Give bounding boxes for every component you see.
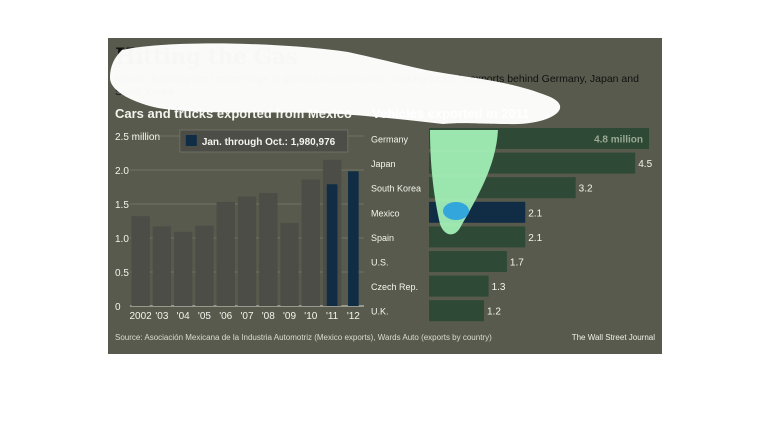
category-label-5: U.S. bbox=[371, 258, 389, 268]
category-label-6: Czech Rep. bbox=[371, 282, 418, 292]
hbar-2 bbox=[429, 177, 576, 199]
x-tick-label-6: '08 bbox=[262, 311, 275, 322]
page-subtitle: Mexico is taking the center-stage in glo… bbox=[115, 73, 639, 98]
bar-year-6 bbox=[259, 193, 278, 306]
x-tick-label-10: '12 bbox=[347, 311, 360, 322]
bar-year-8 bbox=[301, 179, 320, 306]
value-label-4: 2.1 bbox=[528, 233, 542, 244]
bar-year-7 bbox=[280, 223, 299, 306]
y-tick-label-4: 2.0 bbox=[115, 166, 129, 177]
x-tick-label-8: '10 bbox=[304, 311, 317, 322]
hbar-3 bbox=[429, 201, 526, 223]
legend-swatch bbox=[185, 135, 197, 146]
value-label-6: 1.3 bbox=[492, 282, 506, 293]
left-chart-title: Cars and trucks exported from Mexico bbox=[115, 106, 352, 121]
value-label-5: 1.7 bbox=[510, 258, 524, 269]
x-tick-label-7: '09 bbox=[283, 311, 296, 322]
partial-bar-year-10 bbox=[348, 171, 359, 306]
y-tick-label-2: 1.0 bbox=[115, 234, 129, 245]
category-label-7: U.K. bbox=[371, 307, 389, 317]
y-tick-label-3: 1.5 bbox=[115, 200, 129, 211]
hbar-4 bbox=[429, 226, 526, 248]
bar-year-3 bbox=[195, 225, 214, 306]
source-note: Source: Asociación Mexicana de la Indust… bbox=[115, 333, 492, 342]
x-tick-label-3: '05 bbox=[198, 311, 211, 322]
category-label-4: Spain bbox=[371, 233, 394, 243]
category-label-0: Germany bbox=[371, 135, 409, 145]
mexico-exports-bar-chart: 0 0.5 1.0 1.5 2.0 2.5 million 2002'03 '04 '05 '06… bbox=[115, 129, 364, 322]
bar-year-4 bbox=[216, 201, 235, 306]
category-label-1: Japan bbox=[371, 159, 396, 169]
bar-year-0 bbox=[131, 216, 150, 306]
page-title: Hitting the Gas bbox=[115, 44, 298, 70]
category-label-3: Mexico bbox=[371, 208, 400, 218]
infographic-panel: Hitting the Gas Mexico is taking the cen… bbox=[108, 38, 662, 354]
hbar-7 bbox=[429, 300, 484, 322]
right-chart-title: Vehicles exported in 2011 bbox=[372, 106, 530, 121]
legend-label: Jan. through Oct.: 1,980,976 bbox=[202, 137, 336, 148]
legend-box bbox=[179, 129, 349, 153]
bar-year-5 bbox=[237, 196, 257, 306]
value-label-2: 3.2 bbox=[579, 184, 593, 195]
partial-bar-year-9 bbox=[326, 184, 338, 306]
y-tick-label-1: 0.5 bbox=[115, 268, 129, 279]
x-tick-label-5: '07 bbox=[240, 311, 253, 322]
hbar-6 bbox=[429, 275, 489, 297]
hbar-5 bbox=[429, 251, 507, 272]
x-tick-label-4: '06 bbox=[219, 311, 232, 322]
x-tick-label-2: '04 bbox=[177, 311, 190, 322]
publisher-credit: The Wall Street Journal bbox=[571, 333, 655, 342]
y-tick-label-5: 2.5 million bbox=[115, 132, 160, 143]
y-tick-label-0: 0 bbox=[115, 302, 121, 313]
x-tick-label-0: 2002 bbox=[130, 311, 153, 322]
value-label-7: 1.2 bbox=[487, 307, 501, 318]
bar-year-2 bbox=[174, 231, 193, 306]
vehicles-exported-bar-chart: Germany 4.8 million Japan 4.5 South Korea 3.2… bbox=[371, 128, 653, 322]
x-tick-label-1: '03 bbox=[155, 311, 168, 322]
category-label-2: South Korea bbox=[371, 184, 421, 194]
hbar-1 bbox=[429, 152, 636, 174]
value-label-0: 4.8 million bbox=[594, 135, 643, 146]
value-label-1: 4.5 bbox=[638, 159, 652, 170]
value-label-3: 2.1 bbox=[528, 208, 542, 219]
bar-year-1 bbox=[152, 226, 172, 306]
x-tick-label-9: '11 bbox=[326, 311, 339, 322]
